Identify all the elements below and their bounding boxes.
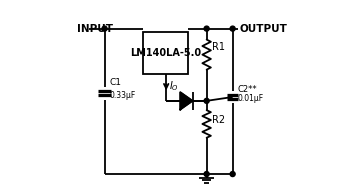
Text: INPUT: INPUT [77,24,113,34]
Circle shape [102,26,107,31]
Polygon shape [180,92,193,110]
Circle shape [204,26,209,31]
Circle shape [204,171,209,177]
Circle shape [204,98,209,103]
Text: OUTPUT: OUTPUT [239,24,287,34]
Text: C1: C1 [110,78,122,87]
Text: $I_O$: $I_O$ [169,80,179,93]
Circle shape [230,26,235,31]
Text: R2: R2 [212,115,225,125]
FancyBboxPatch shape [143,31,188,74]
Text: 0.01µF: 0.01µF [237,94,264,103]
Text: R1: R1 [212,42,225,52]
Text: LM140LA-5.0: LM140LA-5.0 [130,48,201,58]
Circle shape [230,171,235,177]
Text: C2**: C2** [237,85,257,94]
Text: 0.33µF: 0.33µF [110,91,136,100]
